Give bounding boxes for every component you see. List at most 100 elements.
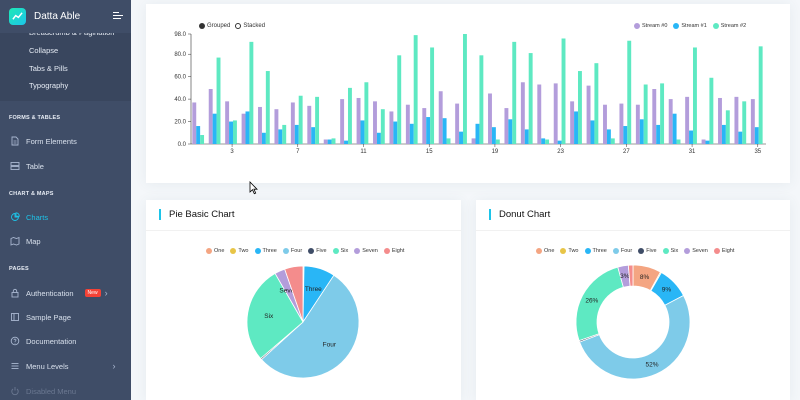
bar-series-0 <box>307 105 312 144</box>
legend-item-two[interactable]: Two <box>560 248 579 254</box>
legend-item-six[interactable]: Six <box>332 248 348 254</box>
bar-series-1 <box>656 124 661 144</box>
bar-series-2 <box>709 77 714 144</box>
sidebar-item-authentication[interactable]: Authentication New › <box>0 283 131 303</box>
bar-series-1 <box>409 123 414 144</box>
bar-series-2 <box>282 124 287 144</box>
sidebar-item-documentation[interactable]: Documentation <box>0 331 131 351</box>
bar-series-0 <box>208 89 213 144</box>
bar-series-2 <box>315 96 320 144</box>
legend-dot <box>584 248 591 254</box>
section-label-forms: FORMS & TABLES <box>9 115 61 121</box>
bar-series-1 <box>574 111 578 144</box>
sidebar-item-form-elements[interactable]: Form Elements <box>0 131 131 151</box>
legend-item-three[interactable]: Three <box>254 248 277 254</box>
bar-series-0 <box>274 109 279 144</box>
legend-dot <box>206 248 212 254</box>
legend-item-five[interactable]: Five <box>308 248 327 254</box>
legend-item-four[interactable]: Four <box>612 248 632 254</box>
pie-card-title: Pie Basic Chart <box>159 209 234 220</box>
slice-label: 3% <box>620 273 630 280</box>
bar-series-2 <box>479 55 484 144</box>
bar-series-0 <box>750 99 755 144</box>
sidebar-item-table[interactable]: Table <box>0 156 131 176</box>
legend-dot <box>712 23 719 29</box>
slice-label: Three <box>305 286 322 293</box>
new-badge: New <box>84 289 101 297</box>
legend-label: Eight <box>391 248 405 254</box>
legend-item-stream-1[interactable]: Stream #1 <box>673 23 707 29</box>
bar-series-1 <box>672 113 677 144</box>
bar-series-1 <box>393 121 398 144</box>
bar-series-0 <box>389 111 394 144</box>
bar-series-0 <box>570 101 575 144</box>
bar-chart-legend: Stream #0 Stream #1 Stream #2 <box>634 23 752 29</box>
server-icon <box>10 162 20 170</box>
legend-dot <box>282 248 289 254</box>
x-tick-label: 11 <box>360 149 367 155</box>
legend-label: Two <box>568 248 579 254</box>
legend-item-eight[interactable]: Eight <box>713 248 734 254</box>
donut-chart-card: Donut Chart One Two Three Four Five Six Seven E… <box>476 200 790 400</box>
bar-series-1 <box>721 124 726 144</box>
sidebar-item-disabled-menu: Disabled Menu <box>0 381 131 400</box>
legend-dot <box>612 248 619 254</box>
grouped-radio[interactable] <box>199 23 205 29</box>
y-tick-label: 80.0 <box>174 52 186 58</box>
bar-series-0 <box>373 101 377 144</box>
grouped-label: Grouped <box>207 23 231 29</box>
bar-series-0 <box>192 102 197 144</box>
slice-six <box>246 272 304 360</box>
legend-item-one[interactable]: One <box>536 248 554 254</box>
bar-series-0 <box>603 104 607 144</box>
legend-item-seven[interactable]: Seven <box>684 248 708 254</box>
stacked-radio[interactable] <box>235 23 242 29</box>
legend-item-five[interactable]: Five <box>638 248 657 254</box>
bar-series-2 <box>676 139 681 144</box>
bar-series-1 <box>311 127 316 144</box>
bar-series-0 <box>652 89 657 144</box>
x-tick-label: 31 <box>689 149 696 155</box>
menu-icon <box>11 363 19 369</box>
legend-item-eight[interactable]: Eight <box>383 248 405 254</box>
file-text-icon <box>11 136 19 146</box>
legend-item-seven[interactable]: Seven <box>354 248 378 254</box>
sidebar-item-label: Charts <box>26 212 49 222</box>
legend-label: Seven <box>692 248 708 254</box>
bar-series-2 <box>594 63 599 145</box>
legend-item-stream-2[interactable]: Stream #2 <box>712 23 747 29</box>
card-divider <box>476 230 790 231</box>
x-tick-label: 3 <box>230 149 234 155</box>
bar-series-2 <box>397 55 402 144</box>
slice-label: 52% <box>645 361 658 368</box>
bar-chart-card: Grouped Stacked Stream #0 Stream #1 Stre… <box>146 4 790 183</box>
bar-series-0 <box>323 139 328 144</box>
pie-chart-card: Pie Basic Chart One Two Three Four Five Six Se… <box>146 200 461 400</box>
submenu-item-typography[interactable]: Typography <box>29 81 69 90</box>
legend-item-four[interactable]: Four <box>282 248 302 254</box>
bar-series-2 <box>643 84 648 144</box>
bar-series-0 <box>619 103 624 144</box>
y-tick-label: 40.0 <box>174 97 186 103</box>
bar-series-0 <box>635 104 640 144</box>
y-tick-label: 0.0 <box>178 142 187 148</box>
menu-toggle-icon[interactable] <box>113 12 123 20</box>
sidebar-item-charts[interactable]: Charts <box>0 207 131 227</box>
bar-series-1 <box>344 140 348 144</box>
legend-label: Stream #2 <box>720 23 747 29</box>
help-circle-icon <box>10 336 20 346</box>
legend-item-six[interactable]: Six <box>662 248 678 254</box>
sidebar-item-menu-levels[interactable]: Menu Levels › <box>0 356 131 376</box>
submenu-item-collapse[interactable]: Collapse <box>29 46 59 55</box>
legend-item-one[interactable]: One <box>206 248 224 254</box>
grouped-stacked-toggle: Grouped Stacked <box>199 23 265 29</box>
sidebar-item-map[interactable]: Map <box>0 231 131 251</box>
legend-item-two[interactable]: Two <box>230 248 249 254</box>
sidebar: Breadcrumb & Pagination Collapse Tabs & … <box>0 0 131 400</box>
legend-item-three[interactable]: Three <box>584 248 607 254</box>
legend-label: Two <box>238 248 249 254</box>
sidebar-item-label: Menu Levels <box>26 361 69 371</box>
sidebar-item-sample-page[interactable]: Sample Page <box>0 307 131 327</box>
submenu-item-tabs-pills[interactable]: Tabs & Pills <box>29 64 68 73</box>
legend-item-stream-0[interactable]: Stream #0 <box>634 23 667 29</box>
